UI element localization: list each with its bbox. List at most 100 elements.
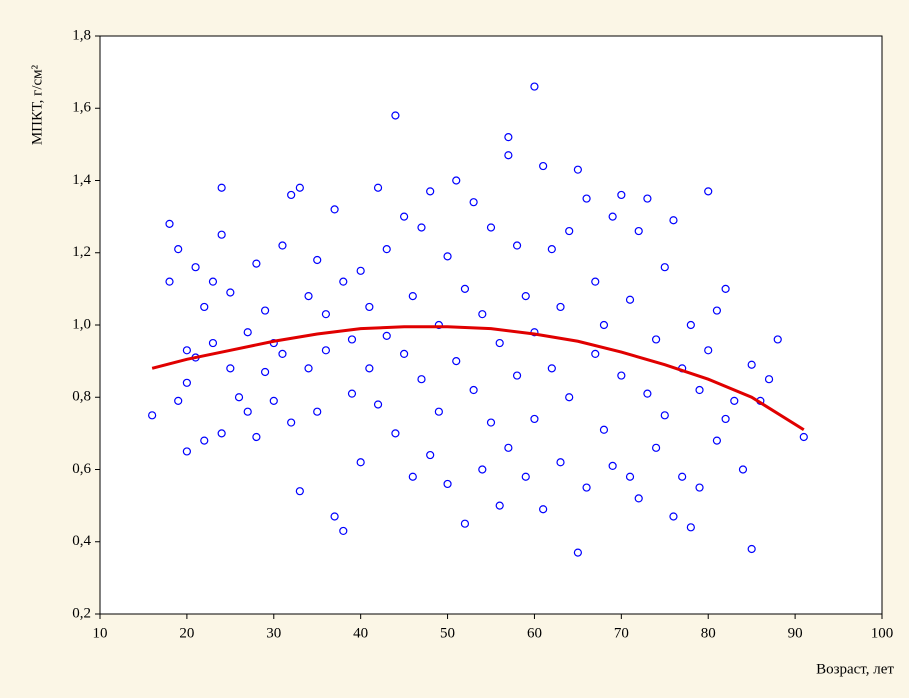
point — [382, 331, 391, 340]
point — [504, 133, 513, 142]
point — [313, 407, 322, 416]
point — [565, 226, 574, 236]
point — [417, 375, 426, 384]
point — [452, 357, 461, 366]
point — [174, 396, 183, 405]
point — [391, 111, 400, 120]
point — [573, 548, 582, 557]
point — [391, 429, 400, 438]
point — [434, 407, 443, 416]
point — [217, 429, 226, 438]
point — [556, 458, 565, 467]
point — [304, 292, 313, 301]
point — [738, 465, 748, 474]
y-tick-label: 0,8 — [72, 389, 91, 405]
point — [426, 450, 435, 460]
x-tick-label: 40 — [353, 625, 368, 641]
point — [643, 389, 652, 398]
point — [226, 288, 235, 297]
point — [704, 346, 713, 355]
point — [321, 310, 331, 319]
point — [799, 432, 808, 442]
point — [643, 194, 652, 203]
point — [165, 277, 174, 286]
point — [200, 436, 209, 445]
point — [278, 349, 287, 358]
point — [260, 367, 270, 377]
point — [669, 216, 678, 225]
point — [208, 277, 218, 286]
point — [452, 176, 461, 185]
point — [651, 443, 661, 452]
point — [599, 425, 609, 434]
point — [582, 483, 591, 492]
point — [165, 219, 174, 228]
point — [426, 187, 435, 196]
point — [591, 277, 600, 286]
point — [521, 472, 530, 481]
point — [625, 295, 635, 304]
point — [695, 385, 704, 395]
point — [504, 151, 513, 160]
point — [278, 241, 287, 250]
point — [347, 335, 357, 344]
point — [287, 190, 296, 200]
point — [573, 165, 582, 174]
point — [660, 411, 669, 420]
point — [530, 82, 539, 91]
point — [617, 371, 626, 380]
point — [486, 223, 496, 232]
point — [347, 389, 357, 398]
point — [565, 393, 574, 402]
point — [226, 364, 235, 373]
x-tick-label: 20 — [179, 625, 194, 641]
x-axis-label: Возраст, лет — [816, 661, 894, 677]
point — [764, 375, 774, 384]
point — [469, 198, 478, 207]
point — [582, 194, 591, 203]
point — [304, 364, 313, 373]
x-tick-label: 100 — [871, 625, 894, 641]
point — [634, 226, 643, 236]
point — [217, 183, 226, 192]
plot-area — [99, 35, 883, 615]
point — [721, 414, 730, 424]
point — [373, 400, 383, 409]
x-tick-label: 30 — [266, 625, 281, 641]
point — [408, 472, 417, 481]
point — [243, 407, 252, 416]
point — [608, 212, 617, 221]
point — [191, 263, 200, 272]
point — [417, 223, 426, 232]
point — [669, 512, 678, 521]
point — [313, 255, 322, 265]
point — [182, 447, 191, 456]
point — [617, 190, 626, 200]
y-tick-label: 0,4 — [72, 533, 91, 549]
point — [504, 443, 513, 452]
point — [495, 501, 504, 510]
point — [608, 461, 617, 470]
point — [651, 335, 661, 344]
point — [339, 526, 348, 536]
point — [252, 259, 261, 268]
point — [730, 396, 739, 405]
point — [547, 245, 556, 254]
point — [234, 393, 244, 402]
point — [356, 266, 365, 275]
point — [434, 320, 443, 330]
point — [686, 523, 695, 532]
point — [478, 310, 487, 319]
point — [295, 487, 304, 496]
point — [400, 212, 409, 221]
y-tick-label: 1,0 — [72, 316, 91, 332]
point — [330, 205, 339, 214]
x-tick-label: 10 — [93, 625, 108, 641]
point — [539, 161, 548, 171]
fit-line — [151, 325, 805, 432]
point — [512, 371, 522, 380]
point — [400, 349, 409, 358]
point — [373, 183, 383, 192]
point — [678, 472, 687, 481]
point — [217, 230, 226, 239]
